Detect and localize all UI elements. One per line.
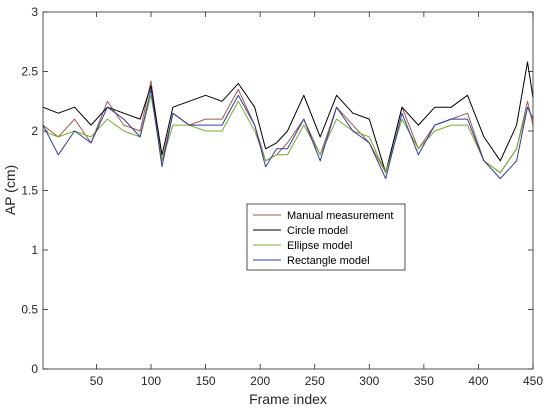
x-tick-label: 50 <box>90 374 104 388</box>
series-layer <box>42 61 534 180</box>
x-tick-label: 400 <box>468 374 488 388</box>
x-tick-label: 200 <box>250 374 270 388</box>
x-tick-label: 100 <box>141 374 161 388</box>
legend-label: Ellipse model <box>287 240 352 252</box>
series-line-manual-measurement <box>42 80 534 174</box>
x-tick-label: 250 <box>305 374 325 388</box>
x-tick-label: 300 <box>359 374 379 388</box>
y-tick-label: 1 <box>31 243 38 257</box>
series-line-rectangle-model <box>42 88 534 180</box>
series-line-circle-model <box>42 61 534 174</box>
plot-frame <box>42 11 534 370</box>
legend: Manual measurement Circle model Ellipse mo… <box>246 203 406 271</box>
series-line-ellipse-model <box>42 94 534 174</box>
x-tick-label: 450 <box>523 374 543 388</box>
legend-label: Manual measurement <box>287 210 393 222</box>
x-tick-label: 350 <box>414 374 434 388</box>
legend-label: Rectangle model <box>287 255 370 267</box>
y-tick-label: 2 <box>31 124 38 138</box>
y-tick-label: 2.5 <box>21 65 38 79</box>
x-tick-label: 150 <box>196 374 216 388</box>
legend-label: Circle model <box>287 225 348 237</box>
y-tick-label: 0 <box>31 362 38 376</box>
x-axis-label: Frame index <box>249 391 327 407</box>
y-axis-label: AP (cm) <box>2 165 18 215</box>
y-tick-label: 1.5 <box>21 184 38 198</box>
y-tick-label: 3 <box>31 5 38 19</box>
y-tick-label: 0.5 <box>21 303 38 317</box>
ticks-layer: 50 100 150 200 250 300 350 400 450 0 0.5 1 1.5 2 2.5 3 <box>21 5 543 388</box>
